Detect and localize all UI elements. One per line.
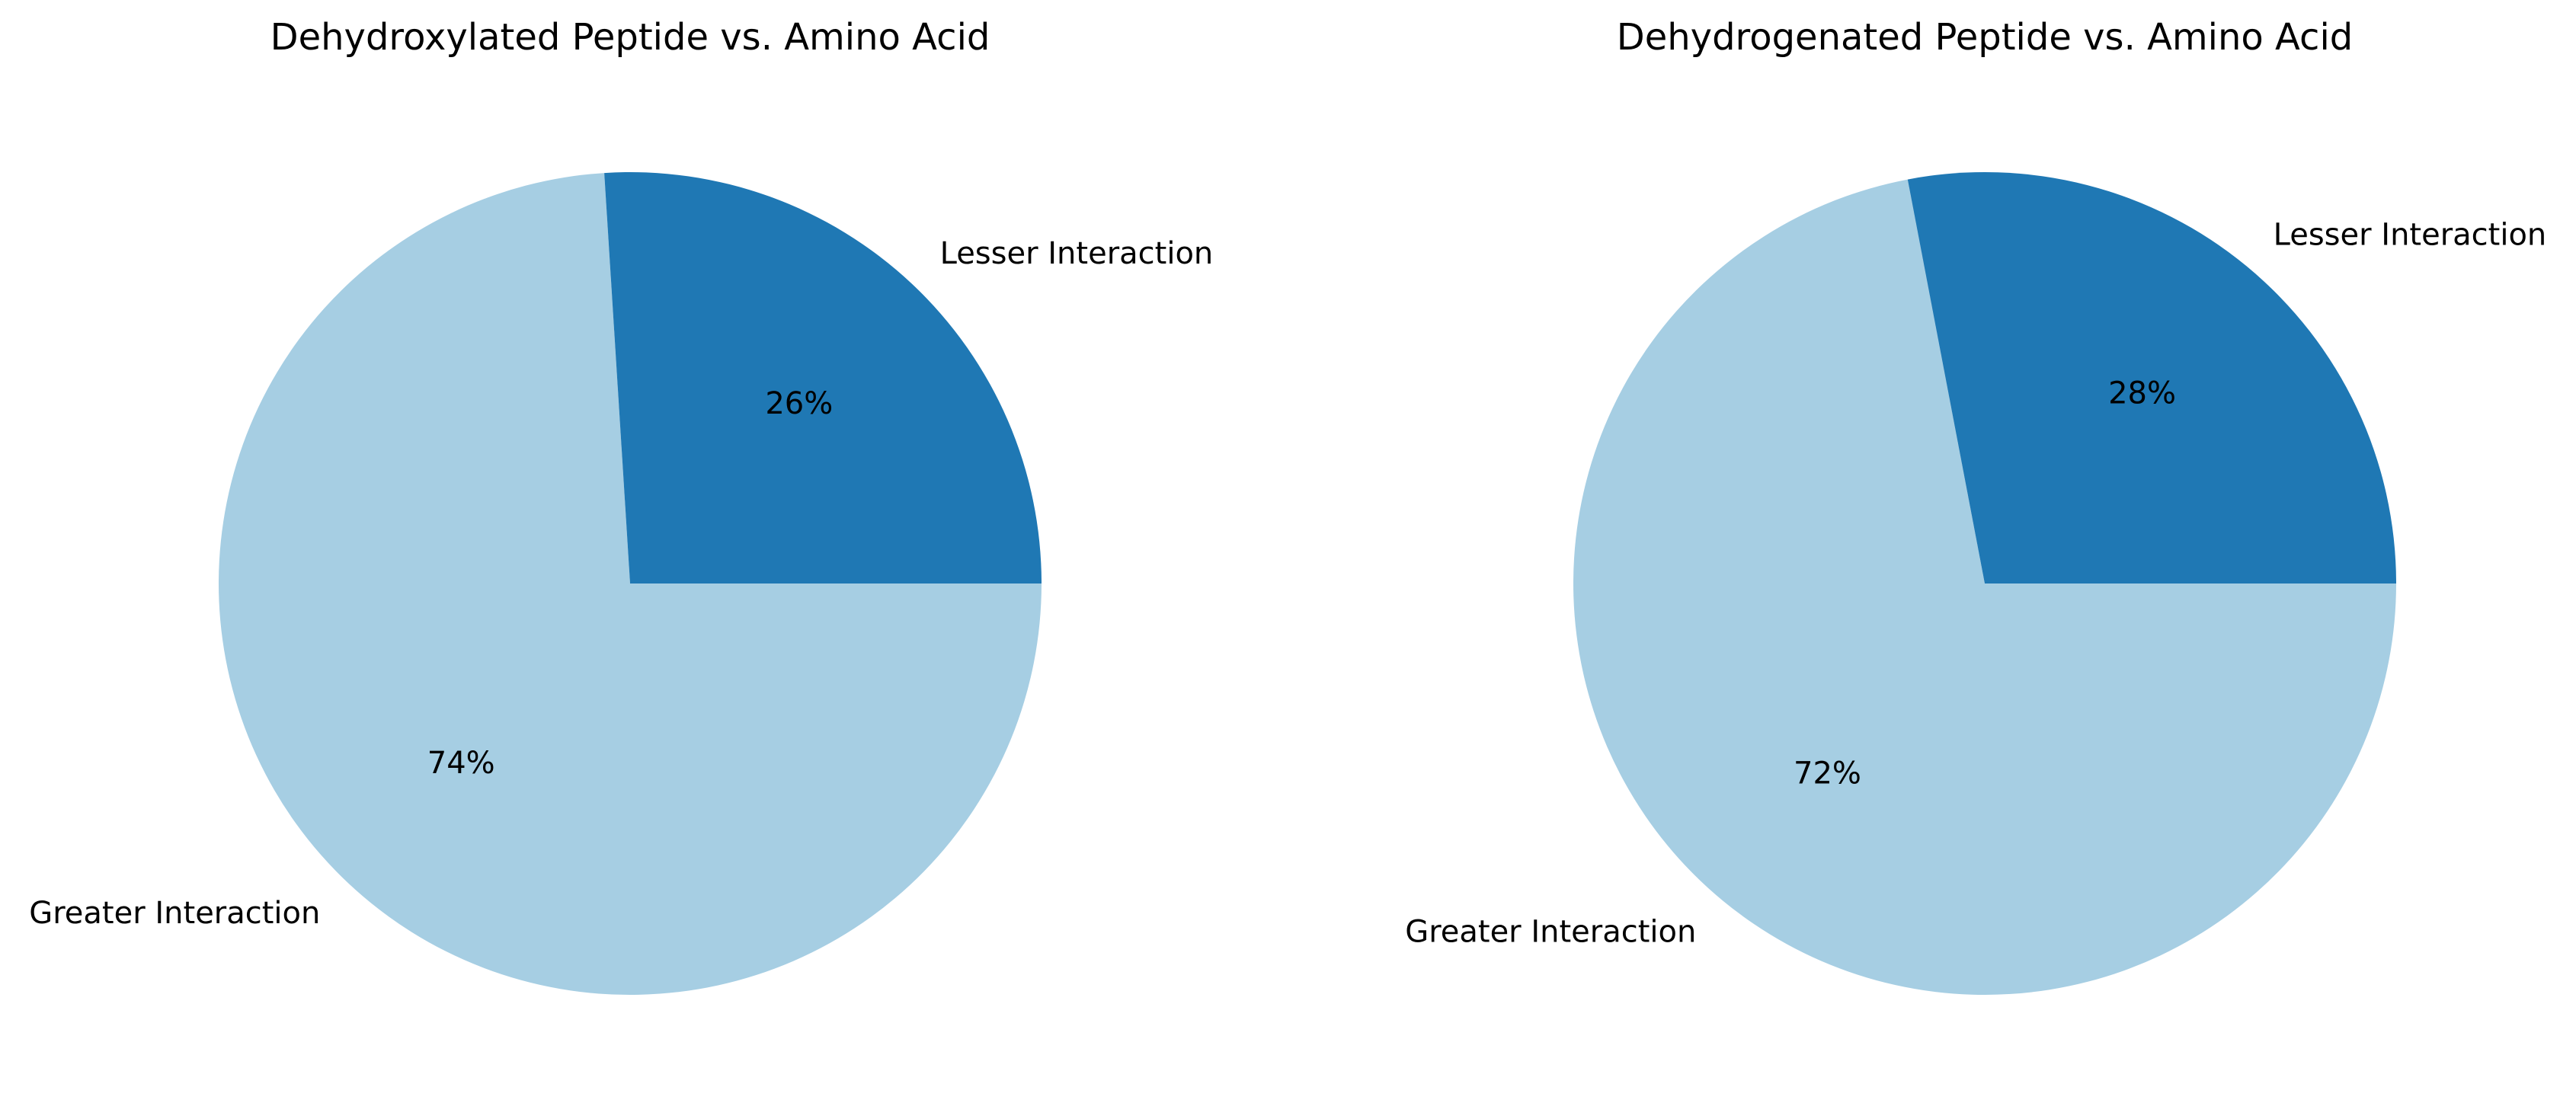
slice-percent-label: 72% <box>1794 756 1861 791</box>
pie-slice-lesser <box>1907 172 2396 583</box>
pie-slice-greater <box>1573 179 2396 996</box>
pie-labels: Greater Interaction 72% Lesser Interaction… <box>1405 217 2546 949</box>
slice-percent-label: 28% <box>2108 376 2176 411</box>
pie-slice-greater <box>219 173 1042 996</box>
pie-chart-dehydroxylated: Dehydroxylated Peptide vs. Amino Acid Gr… <box>29 16 1213 996</box>
slice-category-label: Lesser Interaction <box>2274 217 2547 252</box>
pie-chart-dehydrogenated: Dehydrogenated Peptide vs. Amino Acid Gr… <box>1405 16 2546 996</box>
pie-labels: Greater Interaction 74% Lesser Interaction… <box>29 236 1213 931</box>
pie-slice-lesser <box>604 172 1042 583</box>
slice-percent-label: 26% <box>765 386 833 421</box>
slice-percent-label: 74% <box>427 746 495 781</box>
chart-title: Dehydroxylated Peptide vs. Amino Acid <box>270 16 990 59</box>
slice-category-label: Greater Interaction <box>1405 915 1696 950</box>
chart-title: Dehydrogenated Peptide vs. Amino Acid <box>1617 16 2354 59</box>
slice-category-label: Greater Interaction <box>29 896 320 931</box>
pie-slices <box>219 172 1042 996</box>
pie-slices <box>1573 172 2396 996</box>
slice-category-label: Lesser Interaction <box>940 236 1214 271</box>
